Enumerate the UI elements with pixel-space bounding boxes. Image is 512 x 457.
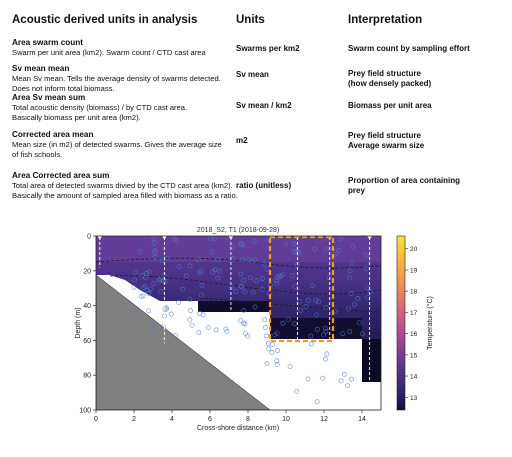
x-tick-label: 14 [358,416,366,423]
chart-title: 2018_S2, T1 (2018-09-28) [197,227,279,234]
colorbar-tick-label: 13 [410,395,418,402]
colorbar-tick-label: 19 [410,267,418,274]
colorbar-tick-label: 18 [410,289,418,296]
x-tick-label: 4 [170,416,174,423]
colorbar-label: Temperature (°C) [426,296,434,350]
x-tick-label: 6 [208,416,212,423]
colorbar-tick-label: 15 [410,352,418,359]
x-tick-label: 2 [132,416,136,423]
cold-water-patch [198,301,270,312]
y-tick-label: 20 [83,268,91,275]
colorbar-ticks: 13 14 15 16 17 18 19 20 [405,246,418,402]
x-tick-label: 12 [320,416,328,423]
y-tick-label: 60 [83,338,91,345]
x-tick-label: 10 [282,416,290,423]
y-tick-label: 0 [87,234,91,241]
y-tick-label: 100 [79,408,91,415]
colorbar-tick-label: 17 [410,310,418,317]
x-axis: 0 2 4 6 8 10 12 14 [94,410,366,423]
y-tick-label: 40 [83,303,91,310]
y-axis-label: Depth (m) [75,307,82,338]
colorbar [397,236,405,410]
colorbar-tick-label: 14 [410,374,418,381]
x-tick-label: 0 [94,416,98,423]
colorbar-tick-label: 20 [410,246,418,253]
plot-area [96,234,381,410]
x-axis-label: Cross-shore distance (km) [197,425,279,432]
x-tick-label: 8 [246,416,250,423]
colorbar-tick-label: 16 [410,331,418,338]
y-tick-label: 80 [83,373,91,380]
